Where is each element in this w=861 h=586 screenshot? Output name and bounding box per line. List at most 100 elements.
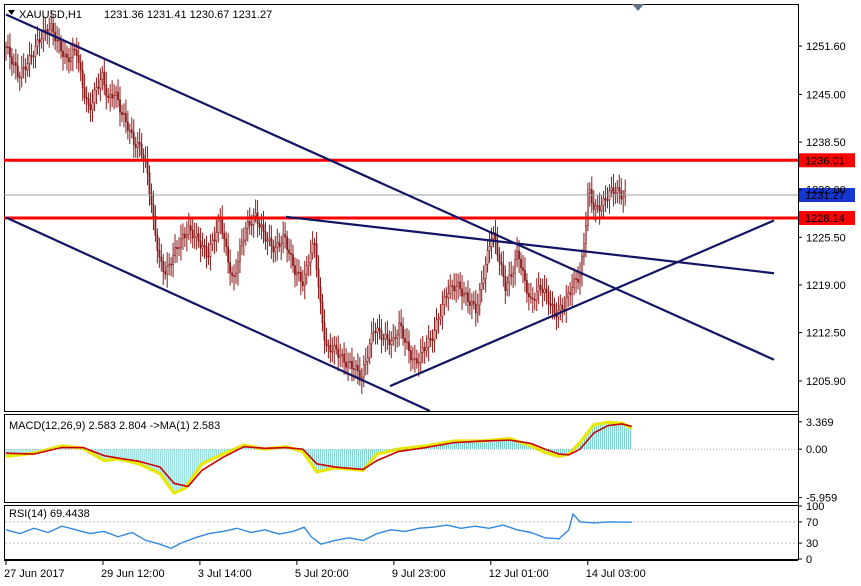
candle [496, 226, 499, 262]
candle [571, 273, 574, 307]
candle [44, 17, 47, 42]
candle [69, 43, 72, 72]
candle [223, 223, 226, 253]
candle [569, 282, 572, 306]
candle [516, 237, 518, 268]
time-tick-label: 9 Jul 23:00 [392, 568, 446, 580]
candle [543, 274, 546, 302]
candle [299, 266, 302, 296]
candle [103, 59, 106, 96]
candle [551, 291, 554, 320]
candle [303, 260, 306, 300]
rsi-tick-label: 30 [806, 538, 818, 550]
candle [478, 283, 481, 316]
macd-indicator [5, 420, 633, 495]
candle [583, 232, 585, 266]
candle [66, 45, 68, 71]
candle [404, 328, 406, 357]
candle [152, 190, 155, 231]
candle [48, 17, 51, 48]
candle [117, 79, 119, 108]
candle [294, 257, 296, 288]
candle [325, 327, 328, 352]
candle [476, 293, 479, 323]
candle [282, 221, 285, 254]
candle [439, 304, 442, 326]
time-tick-label: 29 Jun 12:00 [101, 568, 165, 580]
candle [227, 233, 230, 274]
candle [313, 237, 316, 258]
candle [81, 60, 84, 101]
current-price-label: 1231.27 [805, 190, 845, 202]
rsi-tick-label: 70 [806, 517, 818, 529]
rsi-label: RSI(14) 69.4438 [9, 508, 90, 520]
candle [272, 239, 275, 263]
candle [219, 208, 222, 235]
candle [195, 223, 198, 250]
candle [421, 335, 424, 364]
level-price-tag [799, 153, 855, 168]
candle [502, 250, 505, 287]
candle [494, 219, 497, 255]
candle [498, 247, 501, 276]
candle [488, 232, 491, 263]
candle [506, 276, 509, 297]
trendline[interactable] [5, 13, 775, 361]
candle [514, 249, 517, 286]
time-tick-label: 5 Jul 20:00 [295, 568, 349, 580]
candle [12, 53, 15, 74]
candle [140, 133, 143, 162]
candle [356, 353, 359, 385]
candle [156, 228, 159, 264]
candle [284, 222, 287, 249]
rsi-panel-frame [4, 505, 799, 560]
trendline[interactable] [285, 215, 775, 275]
candle [463, 281, 465, 304]
price-trendlines[interactable] [5, 13, 775, 411]
candle [52, 15, 55, 46]
candle [85, 86, 88, 113]
candle [382, 333, 385, 346]
candle [512, 265, 515, 288]
chart-shift-marker-icon[interactable] [632, 4, 644, 11]
rsi-tick-label: 0 [806, 554, 812, 566]
candle [286, 230, 288, 263]
candle [248, 207, 251, 235]
candle [125, 99, 127, 134]
candle [398, 310, 401, 347]
candle [533, 292, 536, 311]
rsi-line [5, 513, 632, 550]
candle [449, 274, 452, 300]
candle [160, 243, 163, 272]
candle [577, 266, 579, 290]
candle [205, 235, 208, 269]
candle [62, 38, 64, 71]
candle [315, 232, 318, 278]
candle [335, 336, 338, 355]
candle [136, 131, 139, 159]
candle [111, 80, 114, 108]
candle [347, 352, 349, 382]
candle [87, 92, 90, 114]
candle [447, 279, 450, 311]
trendline[interactable] [5, 216, 431, 411]
candle [296, 258, 298, 287]
candle [154, 205, 157, 242]
candle [372, 317, 375, 342]
candle [113, 84, 116, 110]
candle [396, 329, 399, 348]
price-levels[interactable]: 1236.01 1228.14 1231.27 [4, 153, 855, 225]
candle [107, 88, 110, 104]
candle [292, 244, 294, 273]
trendline[interactable] [389, 219, 775, 388]
candle [425, 335, 428, 358]
candle [203, 238, 206, 259]
time-axis: 27 Jun 2017 29 Jun 12:00 3 Jul 14:00 5 Jul … [4, 560, 646, 580]
candle [174, 234, 176, 264]
symbol-dropdown-icon[interactable] [8, 10, 15, 15]
candle [364, 347, 367, 376]
candle [276, 228, 279, 261]
candle [520, 252, 522, 276]
current-price-tag [799, 188, 855, 203]
